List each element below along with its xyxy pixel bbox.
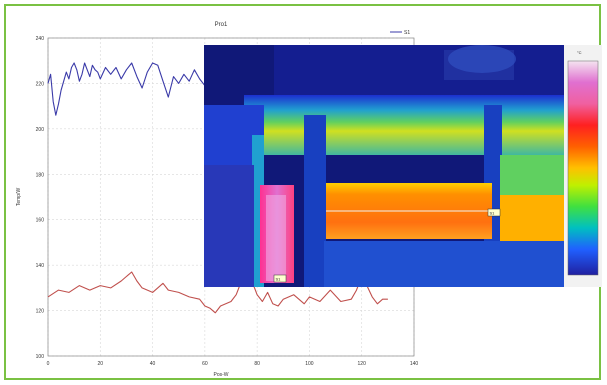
thermal-image: S1 S1 °C [204, 45, 602, 287]
color-scale-bar [567, 60, 599, 276]
thermal-image-inset: S1 S1 °C [204, 45, 602, 287]
chart-series [47, 56, 388, 314]
x-tick-label: 40 [150, 361, 156, 367]
y-axis-label: Temp/W [16, 188, 22, 207]
x-tick-label: 60 [202, 361, 208, 367]
y-tick-label: 180 [36, 172, 45, 178]
x-tick-label: 120 [358, 361, 367, 367]
marker-label: S1 [490, 211, 496, 216]
x-tick-label: 80 [254, 361, 260, 367]
marker-box [273, 274, 287, 283]
x-tick-label: 100 [305, 361, 314, 367]
x-tick-label: 140 [410, 361, 419, 367]
y-tick-label: 160 [36, 218, 45, 224]
series-line-1 [47, 56, 211, 116]
marker-box [487, 208, 501, 217]
x-axis-label: Pos-W [214, 372, 229, 378]
y-tick-label: 140 [36, 263, 45, 269]
chart-labels: 0 20 40 60 80 100 120 140 240 220 200 180 160 140 120 1… [16, 22, 418, 378]
chart-title: Pro1 [215, 22, 228, 28]
y-tick-label: 240 [36, 36, 45, 42]
scale-title: °C [577, 50, 582, 55]
series-line-2 [47, 271, 388, 314]
legend-label: S1 [404, 30, 410, 36]
y-tick-label: 220 [36, 81, 45, 87]
marker-label: S1 [276, 277, 282, 282]
y-tick-label: 100 [36, 354, 45, 360]
x-tick-label: 0 [47, 361, 50, 367]
x-tick-label: 20 [98, 361, 104, 367]
y-tick-label: 200 [36, 127, 45, 133]
y-tick-label: 120 [36, 309, 45, 315]
